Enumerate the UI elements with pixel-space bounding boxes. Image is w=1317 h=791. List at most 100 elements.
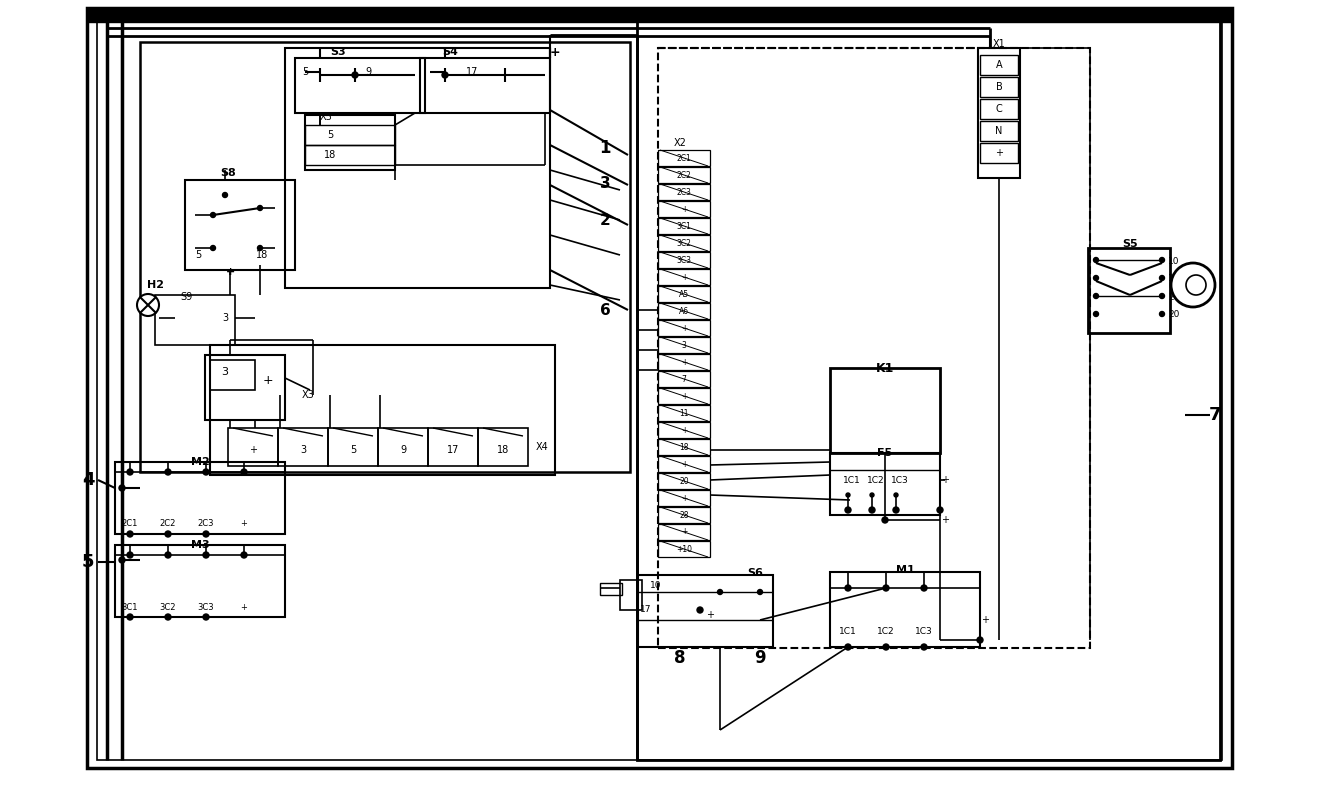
Bar	[658, 320, 710, 336]
Bar	[428, 428, 478, 466]
Bar	[140, 42, 630, 472]
Bar	[87, 8, 1231, 22]
Circle shape	[846, 507, 851, 513]
Circle shape	[126, 469, 133, 475]
Circle shape	[882, 644, 889, 650]
Bar	[658, 473, 710, 489]
Circle shape	[119, 485, 125, 491]
Text: 3C3: 3C3	[198, 603, 215, 611]
Text: 17: 17	[446, 445, 460, 455]
Text: 2C2: 2C2	[677, 171, 691, 180]
Text: +: +	[249, 445, 257, 455]
Text: 2C2: 2C2	[159, 520, 176, 528]
Text: +: +	[681, 528, 687, 536]
Text: 2C3: 2C3	[677, 187, 691, 196]
Bar	[658, 405, 710, 421]
Bar	[637, 18, 1220, 760]
Circle shape	[165, 531, 171, 537]
Text: 2: 2	[599, 213, 610, 228]
Circle shape	[203, 552, 209, 558]
Text: S5: S5	[1122, 239, 1138, 249]
Text: 8: 8	[674, 649, 686, 667]
Text: A6: A6	[680, 306, 689, 316]
Bar	[658, 507, 710, 523]
Text: 3C3: 3C3	[677, 255, 691, 264]
Circle shape	[894, 493, 898, 497]
Bar	[97, 18, 1222, 760]
Circle shape	[1159, 258, 1164, 263]
Text: 4: 4	[82, 471, 95, 489]
Circle shape	[871, 493, 874, 497]
Text: S9: S9	[180, 292, 192, 302]
Bar	[658, 337, 710, 353]
Bar	[658, 354, 710, 370]
Bar	[478, 428, 528, 466]
Text: +: +	[681, 460, 687, 468]
Text: 3C2: 3C2	[159, 603, 176, 611]
Bar	[209, 345, 554, 475]
Circle shape	[1093, 275, 1098, 281]
Text: S8: S8	[220, 168, 236, 178]
Text: 18: 18	[324, 150, 336, 160]
Bar	[205, 355, 284, 420]
Text: 5: 5	[302, 67, 308, 77]
Text: 20: 20	[680, 476, 689, 486]
Bar	[658, 184, 710, 200]
Text: 3C1: 3C1	[121, 603, 138, 611]
Text: F5: F5	[877, 448, 893, 458]
Bar	[830, 453, 940, 515]
Circle shape	[757, 589, 763, 595]
Text: X5: X5	[320, 112, 333, 122]
Text: 20: 20	[1168, 293, 1180, 301]
Bar	[980, 143, 1018, 163]
Circle shape	[936, 507, 943, 513]
Text: +: +	[981, 615, 989, 625]
Text: 7: 7	[682, 374, 686, 384]
Bar	[284, 48, 551, 288]
Text: 18: 18	[680, 442, 689, 452]
Circle shape	[203, 531, 209, 537]
Text: 10: 10	[1168, 274, 1180, 282]
Text: 3: 3	[599, 176, 610, 191]
Text: K1: K1	[876, 361, 894, 374]
Text: +: +	[241, 603, 248, 611]
Bar	[87, 8, 1231, 768]
Circle shape	[869, 507, 874, 513]
Bar	[306, 125, 395, 145]
Text: S4: S4	[443, 47, 458, 57]
Text: 3C2: 3C2	[677, 239, 691, 248]
Circle shape	[137, 294, 159, 316]
Bar	[980, 99, 1018, 119]
Text: 9: 9	[365, 67, 371, 77]
Circle shape	[211, 245, 216, 251]
Text: 5: 5	[350, 445, 356, 455]
Text: X2: X2	[673, 138, 686, 148]
Bar	[637, 575, 773, 647]
Circle shape	[882, 585, 889, 591]
Bar	[658, 456, 710, 472]
Text: 1C2: 1C2	[867, 475, 885, 485]
Circle shape	[921, 644, 927, 650]
Bar	[658, 269, 710, 285]
Bar	[830, 572, 980, 647]
Text: +: +	[681, 426, 687, 434]
Text: X4: X4	[536, 442, 549, 452]
Text: 18: 18	[255, 250, 269, 260]
Bar	[979, 48, 1019, 178]
Circle shape	[126, 552, 133, 558]
Bar	[658, 541, 710, 557]
Bar	[658, 490, 710, 506]
Text: 7: 7	[1209, 406, 1221, 424]
Text: +: +	[706, 610, 714, 620]
Circle shape	[1187, 275, 1206, 295]
Bar	[115, 545, 284, 617]
Bar	[658, 388, 710, 404]
Bar	[658, 48, 1090, 648]
Text: +: +	[942, 475, 950, 485]
Text: A5: A5	[680, 290, 689, 298]
Text: N: N	[996, 126, 1002, 136]
Circle shape	[846, 493, 849, 497]
Text: +: +	[262, 373, 274, 387]
Bar	[980, 121, 1018, 141]
Bar	[658, 218, 710, 234]
